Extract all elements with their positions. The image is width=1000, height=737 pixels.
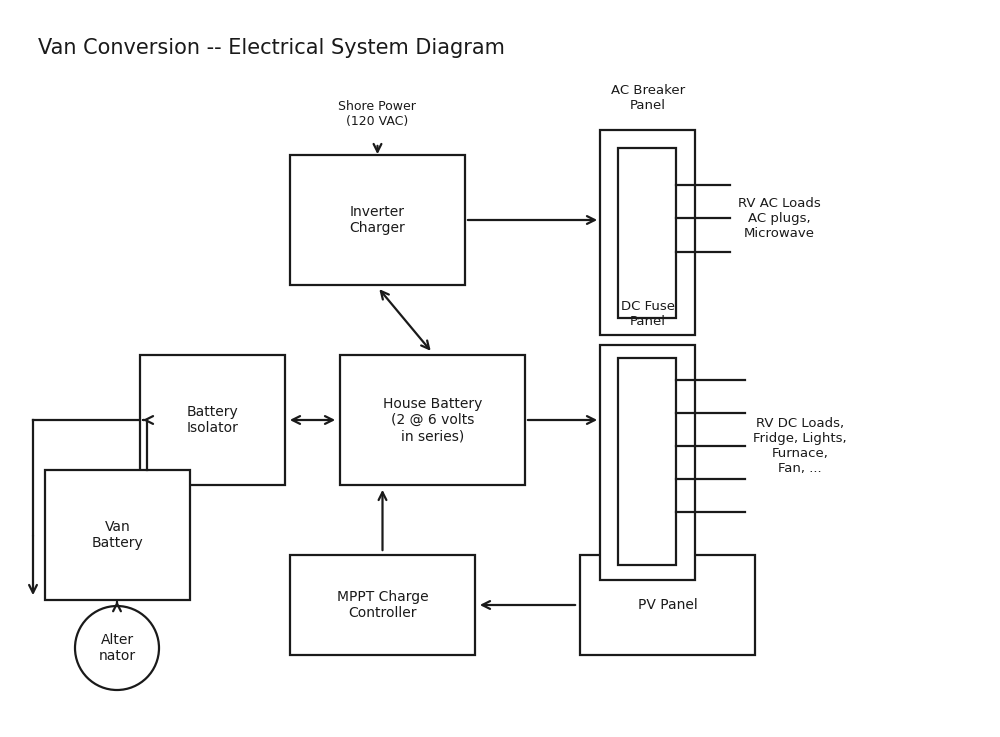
Text: MPPT Charge
Controller: MPPT Charge Controller xyxy=(337,590,428,620)
Bar xyxy=(340,355,525,485)
Text: Alter
nator: Alter nator xyxy=(98,633,136,663)
Bar xyxy=(580,555,755,655)
Text: House Battery
(2 @ 6 volts
in series): House Battery (2 @ 6 volts in series) xyxy=(383,397,482,443)
Text: RV AC Loads
AC plugs,
Microwave: RV AC Loads AC plugs, Microwave xyxy=(738,197,821,240)
Text: RV DC Loads,
Fridge, Lights,
Furnace,
Fan, ...: RV DC Loads, Fridge, Lights, Furnace, Fa… xyxy=(753,417,847,475)
Bar xyxy=(45,470,190,600)
Bar xyxy=(618,358,676,565)
Text: Van
Battery: Van Battery xyxy=(92,520,143,550)
Bar xyxy=(618,148,676,318)
Text: Inverter
Charger: Inverter Charger xyxy=(350,205,405,235)
Bar xyxy=(290,155,465,285)
Text: Battery
Isolator: Battery Isolator xyxy=(187,405,238,435)
Bar xyxy=(600,345,695,580)
Text: Van Conversion -- Electrical System Diagram: Van Conversion -- Electrical System Diag… xyxy=(38,38,505,58)
Text: PV Panel: PV Panel xyxy=(638,598,697,612)
Text: DC Fuse
Panel: DC Fuse Panel xyxy=(621,300,675,328)
Bar xyxy=(600,130,695,335)
Bar xyxy=(290,555,475,655)
Text: Shore Power
(120 VAC): Shore Power (120 VAC) xyxy=(338,100,416,128)
Bar xyxy=(140,355,285,485)
Text: AC Breaker
Panel: AC Breaker Panel xyxy=(611,84,685,112)
